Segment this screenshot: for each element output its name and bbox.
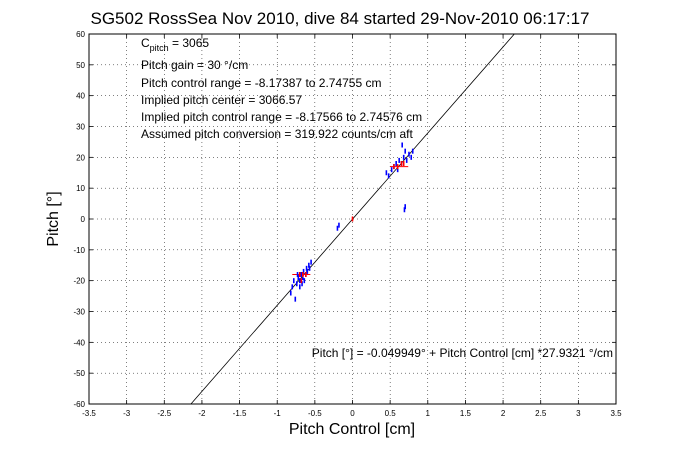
x-tick-label: -3 — [123, 409, 131, 418]
conversion-annotation: Assumed pitch conversion = 319.922 count… — [141, 127, 413, 141]
x-tick-label: -1 — [274, 409, 282, 418]
c-pitch-subscript: pitch — [150, 43, 169, 53]
x-tick-label: -0.5 — [308, 409, 322, 418]
grid-layer — [89, 34, 616, 404]
x-tick-label: -3.5 — [82, 409, 96, 418]
x-tick-label: 0.5 — [385, 409, 397, 418]
x-tick-label: 3 — [576, 409, 581, 418]
c-pitch-value: = 3065 — [169, 36, 210, 50]
y-tick-label: 10 — [76, 184, 85, 193]
y-tick-label: -60 — [73, 400, 85, 409]
x-axis-label: Pitch Control [cm] — [289, 421, 415, 438]
c-pitch-letter: C — [141, 36, 150, 50]
pitch-gain-annotation: Pitch gain = 30 °/cm — [141, 58, 248, 72]
x-tick-label: 1 — [426, 409, 431, 418]
y-tick-label: 20 — [76, 153, 85, 162]
y-tick-label: -10 — [73, 246, 85, 255]
x-tick-label: -1.5 — [233, 409, 247, 418]
chart-title: SG502 RossSea Nov 2010, dive 84 started … — [91, 9, 590, 28]
x-tick-label: 2.5 — [535, 409, 547, 418]
annotation-block: Cpitch = 3065 Pitch gain = 30 °/cm Pitch… — [141, 36, 613, 360]
x-tick-label: 1.5 — [460, 409, 472, 418]
y-tick-label: -40 — [73, 338, 85, 347]
y-tick-label: 30 — [76, 123, 85, 132]
plot-frame — [88, 33, 617, 405]
implied-range-annotation: Implied pitch control range = -8.17566 t… — [141, 110, 422, 124]
points-layer — [289, 142, 414, 302]
y-tick-label: 0 — [81, 215, 86, 224]
control-range-annotation: Pitch control range = -8.17387 to 2.7475… — [141, 76, 382, 90]
x-tick-label: 2 — [501, 409, 506, 418]
x-tick-label: -2.5 — [157, 409, 171, 418]
x-tick-label: 0 — [350, 409, 355, 418]
y-tick-label: -20 — [73, 277, 85, 286]
y-tick-label: -50 — [73, 369, 85, 378]
y-tick-label: -30 — [73, 308, 85, 317]
y-tick-label: 50 — [76, 61, 85, 70]
y-axis-label: Pitch [°] — [45, 191, 62, 246]
c-pitch-annotation: Cpitch = 3065 — [141, 36, 209, 53]
fit-equation-annotation: Pitch [°] = -0.049949° + Pitch Control [… — [312, 346, 613, 360]
y-tick-label: 60 — [76, 30, 85, 39]
ticks-layer: -3.5 -3 -2.5 -2 -1.5 -1 -0.5 0 0.5 1 1.5 2 2.5 3 3.5 60… — [73, 30, 622, 418]
y-tick-label: 40 — [76, 92, 85, 101]
x-tick-label: 3.5 — [610, 409, 622, 418]
implied-center-annotation: Implied pitch center = 3066.57 — [141, 93, 302, 107]
x-tick-label: -2 — [198, 409, 206, 418]
